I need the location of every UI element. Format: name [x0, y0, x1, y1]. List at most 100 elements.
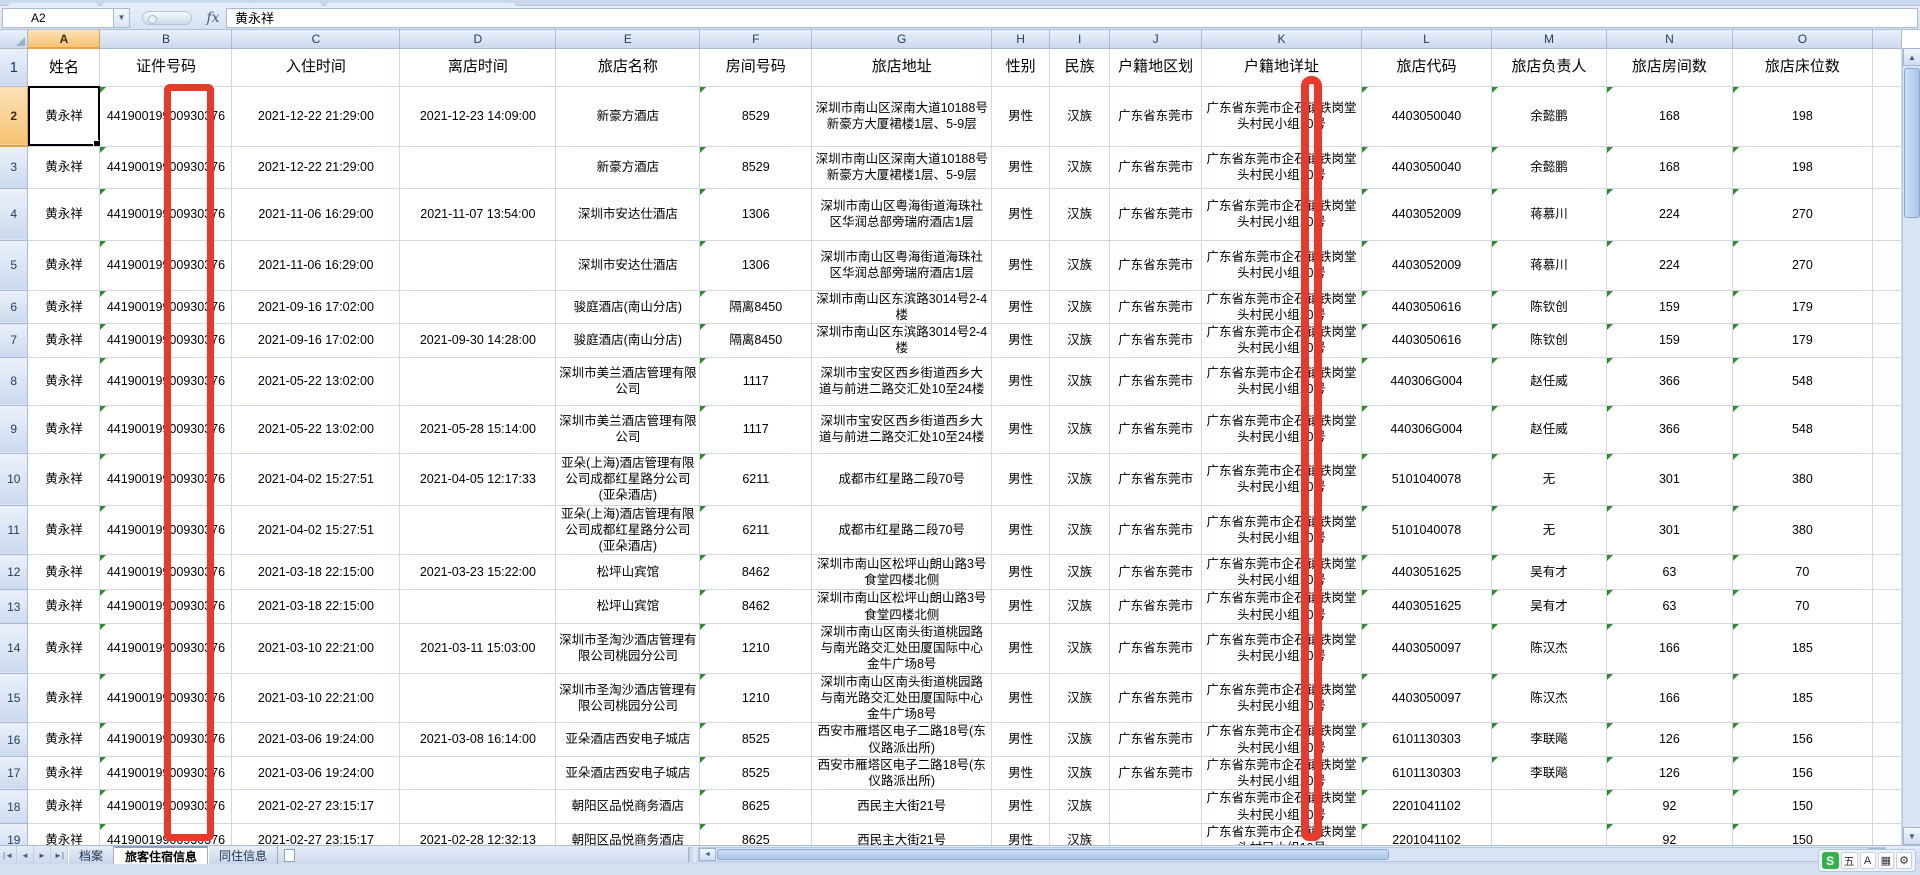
ime-button[interactable]: 五 — [1840, 852, 1858, 869]
cell-J15[interactable]: 广东省东莞市 — [1109, 673, 1203, 724]
tab-nav-prev-icon[interactable]: ◄ — [17, 846, 34, 864]
cell-A12[interactable]: 黄永祥 — [27, 554, 101, 591]
cell-N6[interactable]: 159 — [1606, 290, 1733, 324]
field-header-H[interactable]: 性别 — [991, 48, 1051, 87]
cell-H10[interactable]: 男性 — [991, 453, 1051, 506]
cell-J8[interactable]: 广东省东莞市 — [1109, 357, 1203, 406]
cell-J9[interactable]: 广东省东莞市 — [1109, 405, 1203, 454]
cell-B10[interactable]: 44190019900930376 — [99, 453, 233, 506]
field-header-J[interactable]: 户籍地区划 — [1109, 48, 1203, 87]
field-header-L[interactable]: 旅店代码 — [1361, 48, 1492, 87]
cell-E4[interactable]: 深圳市安达仕酒店 — [555, 188, 701, 241]
cell-G17[interactable]: 西安市雁塔区电子二路18号(东仪路派出所) — [811, 756, 993, 791]
cell-G12[interactable]: 深圳市南山区松坪山朗山路3号食堂四楼北侧 — [811, 554, 993, 591]
cell-E18[interactable]: 朝阳区品悦商务酒店 — [555, 789, 701, 824]
cell-N10[interactable]: 301 — [1606, 453, 1733, 506]
cell-I3[interactable]: 汉族 — [1049, 146, 1111, 189]
cell-I17[interactable]: 汉族 — [1049, 756, 1111, 791]
cell-I12[interactable]: 汉族 — [1049, 554, 1111, 591]
cell-K14[interactable]: 广东省东莞市企石镇铁岗堂头村民小组10号 — [1201, 623, 1363, 674]
cell-F14[interactable]: 1210 — [699, 623, 813, 674]
cell-L5[interactable]: 4403052009 — [1361, 240, 1492, 291]
select-all-corner[interactable] — [0, 30, 29, 49]
cell-J12[interactable]: 广东省东莞市 — [1109, 554, 1203, 591]
cell-N11[interactable]: 301 — [1606, 505, 1733, 556]
cell-B6[interactable]: 44190019900930376 — [99, 290, 233, 324]
row-header-5[interactable]: 5 — [0, 240, 29, 291]
column-header-H[interactable]: H — [991, 30, 1051, 49]
cell-J19[interactable] — [1109, 823, 1203, 845]
field-header-O[interactable]: 旅店床位数 — [1732, 48, 1873, 87]
cell-M15[interactable]: 陈汉杰 — [1491, 673, 1607, 724]
sheet-tab-同住信息[interactable]: 同住信息 — [208, 846, 279, 864]
cell-F5[interactable]: 1306 — [699, 240, 813, 291]
insert-function-icon[interactable]: fx — [206, 9, 220, 26]
cell-D13[interactable] — [399, 589, 557, 624]
column-header-K[interactable]: K — [1201, 30, 1363, 49]
cell-J5[interactable]: 广东省东莞市 — [1109, 240, 1203, 291]
cell-C15[interactable]: 2021-03-10 22:21:00 — [231, 673, 401, 724]
cell-K15[interactable]: 广东省东莞市企石镇铁岗堂头村民小组10号 — [1201, 673, 1363, 724]
field-header-A[interactable]: 姓名 — [27, 48, 101, 87]
cell-A9[interactable]: 黄永祥 — [27, 405, 101, 454]
cell-L7[interactable]: 4403050616 — [1361, 323, 1492, 358]
insert-sheet-tab-icon[interactable] — [278, 846, 300, 864]
cell-K16[interactable]: 广东省东莞市企石镇铁岗堂头村民小组10号 — [1201, 722, 1363, 757]
column-header-G[interactable]: G — [811, 30, 993, 49]
cell-M11[interactable]: 无 — [1491, 505, 1607, 556]
cell[interactable] — [1872, 673, 1902, 724]
row-header-19[interactable]: 19 — [0, 823, 29, 845]
cell[interactable] — [1872, 290, 1902, 324]
cell-E6[interactable]: 骏庭酒店(南山分店) — [555, 290, 701, 324]
cell-D14[interactable]: 2021-03-11 15:03:00 — [399, 623, 557, 674]
cell-I4[interactable]: 汉族 — [1049, 188, 1111, 241]
row-header-13[interactable]: 13 — [0, 589, 29, 624]
cell-A2[interactable]: 黄永祥 — [27, 86, 101, 147]
cell-D4[interactable]: 2021-11-07 13:54:00 — [399, 188, 557, 241]
cell-O11[interactable]: 380 — [1732, 505, 1873, 556]
row-header-9[interactable]: 9 — [0, 405, 29, 454]
cell-O17[interactable]: 156 — [1732, 756, 1873, 791]
cell-E17[interactable]: 亚朵酒店西安电子城店 — [555, 756, 701, 791]
cell-E8[interactable]: 深圳市美兰酒店管理有限公司 — [555, 357, 701, 406]
cell[interactable] — [1872, 146, 1902, 189]
cell-M16[interactable]: 李联飚 — [1491, 722, 1607, 757]
cell-G5[interactable]: 深圳市南山区粤海街道海珠社区华润总部旁瑞府酒店1层 — [811, 240, 993, 291]
cell-L8[interactable]: 440306G004 — [1361, 357, 1492, 406]
cell-H7[interactable]: 男性 — [991, 323, 1051, 358]
cell-B17[interactable]: 44190019900930376 — [99, 756, 233, 791]
tab-nav-first-icon[interactable]: |◄ — [0, 846, 17, 864]
cell-A4[interactable]: 黄永祥 — [27, 188, 101, 241]
cell-O5[interactable]: 270 — [1732, 240, 1873, 291]
cell-G19[interactable]: 西民主大街21号 — [811, 823, 993, 845]
cell-O8[interactable]: 548 — [1732, 357, 1873, 406]
cell-B7[interactable]: 44190019900930376 — [99, 323, 233, 358]
vertical-scrollbar-thumb[interactable] — [1904, 68, 1920, 218]
cell[interactable] — [1872, 554, 1902, 591]
scroll-down-icon[interactable]: ▼ — [1903, 827, 1920, 845]
cell-O15[interactable]: 185 — [1732, 673, 1873, 724]
cell-B2[interactable]: 44190019900930376 — [99, 86, 233, 147]
cell-F11[interactable]: 6211 — [699, 505, 813, 556]
cell-L3[interactable]: 4403050040 — [1361, 146, 1492, 189]
cell-M7[interactable]: 陈钦创 — [1491, 323, 1607, 358]
cell-K19[interactable]: 广东省东莞市企石镇铁岗堂头村民小组10号 — [1201, 823, 1363, 845]
cell-G11[interactable]: 成都市红星路二段70号 — [811, 505, 993, 556]
cell-D10[interactable]: 2021-04-05 12:17:33 — [399, 453, 557, 506]
column-header-O[interactable]: O — [1732, 30, 1873, 49]
cell-A15[interactable]: 黄永祥 — [27, 673, 101, 724]
cell-H17[interactable]: 男性 — [991, 756, 1051, 791]
cell-B15[interactable]: 44190019900930376 — [99, 673, 233, 724]
cell-G15[interactable]: 深圳市南山区南头街道桃园路与南光路交汇处田厦国际中心金牛广场8号 — [811, 673, 993, 724]
row-header-14[interactable]: 14 — [0, 623, 29, 674]
cell-M10[interactable]: 无 — [1491, 453, 1607, 506]
cell-O4[interactable]: 270 — [1732, 188, 1873, 241]
cell-H16[interactable]: 男性 — [991, 722, 1051, 757]
cell-O14[interactable]: 185 — [1732, 623, 1873, 674]
cell-M12[interactable]: 吴有才 — [1491, 554, 1607, 591]
row-header-8[interactable]: 8 — [0, 357, 29, 406]
cell-B9[interactable]: 44190019900930376 — [99, 405, 233, 454]
formula-bar-grip[interactable] — [142, 10, 192, 25]
row-header-10[interactable]: 10 — [0, 453, 29, 506]
cell-G9[interactable]: 深圳市宝安区西乡街道西乡大道与前进二路交汇处10至24楼 — [811, 405, 993, 454]
